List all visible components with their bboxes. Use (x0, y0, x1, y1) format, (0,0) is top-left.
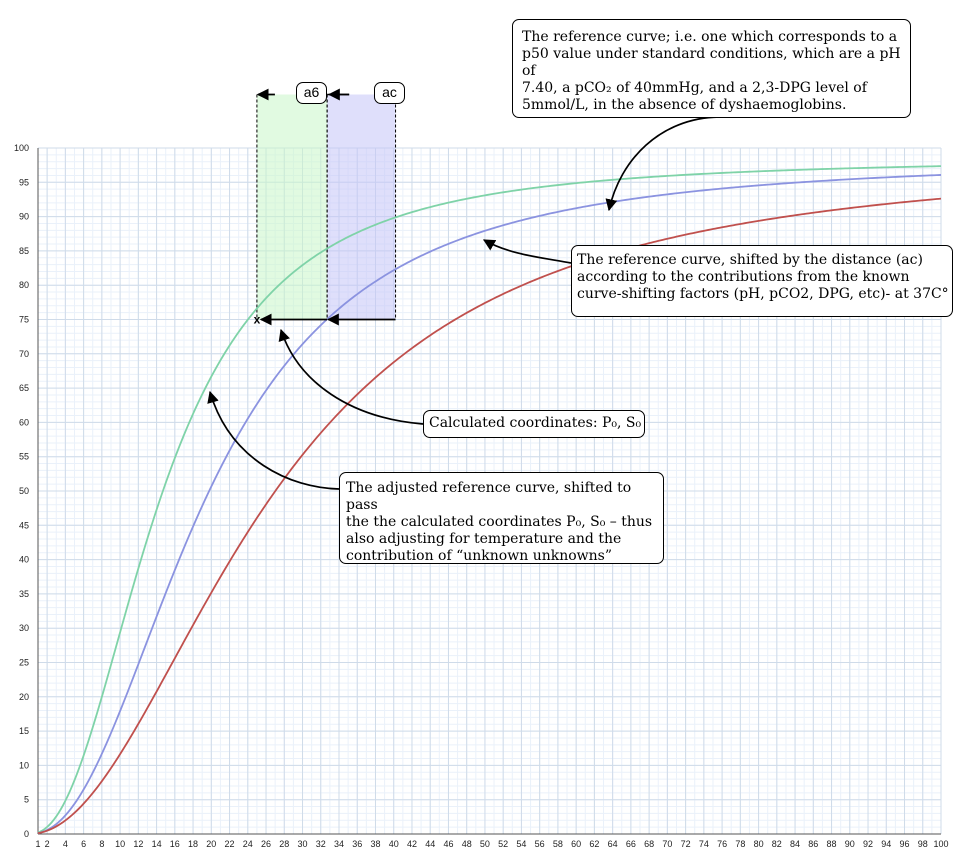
x-tick-label: 28 (279, 839, 289, 849)
x-tick-label: 68 (644, 839, 654, 849)
calculated-coordinates-annotation: Calculated coordinates: P₀, S₀ (423, 410, 645, 438)
y-tick-label: 90 (19, 212, 29, 222)
x-tick-label: 1 (35, 839, 40, 849)
shifted-curve-annotation: The reference curve, shifted by the dist… (571, 245, 953, 317)
curves (37, 165, 942, 835)
x-tick-label: 90 (845, 839, 855, 849)
curve-3 (37, 197, 942, 835)
y-tick-label: 40 (19, 555, 29, 565)
y-tick-label: 55 (19, 452, 29, 462)
y-tick-label: 10 (19, 760, 29, 770)
x-tick-label: 46 (443, 839, 453, 849)
x-tick-label: 62 (589, 839, 599, 849)
x-tick-label: 2 (45, 839, 50, 849)
x-tick-label: 12 (133, 839, 143, 849)
y-tick-label: 45 (19, 520, 29, 530)
x-tick-label: 100 (933, 839, 948, 849)
x-tick-labels: 1 2 4 6 8 10 12 14 16 18 20 22 24 26 28 30 32 34 36 38 40 42 4… (35, 839, 948, 849)
x-tick-label: 60 (571, 839, 581, 849)
y-tick-labels: 0 5 10 15 20 25 30 35 40 45 50 55 60 65 70 75 80 85 90 95 10… (14, 143, 29, 839)
adjusted-curve-arrow (207, 390, 340, 490)
x-tick-label: 4 (63, 839, 68, 849)
x-tick-label: 56 (535, 839, 545, 849)
x-tick-label: 30 (298, 839, 308, 849)
a6-tag: a6 (296, 82, 327, 104)
y-tick-label: 75 (19, 315, 29, 325)
x-tick-label: 58 (553, 839, 563, 849)
shifted-curve-arrow (482, 239, 572, 264)
adjusted-curve-annotation: The adjusted reference curve, shifted to… (339, 472, 664, 564)
x-tick-label: 64 (608, 839, 618, 849)
x-tick-label: 20 (206, 839, 216, 849)
x-tick-label: 66 (626, 839, 636, 849)
x-tick-label: 84 (790, 839, 800, 849)
x-tick-label: 32 (316, 839, 326, 849)
y-tick-label: 50 (19, 486, 29, 496)
x-tick-label: 80 (754, 839, 764, 849)
reference-curve-annotation: The reference curve; i.e. one which corr… (512, 19, 911, 118)
x-tick-label: 82 (772, 839, 782, 849)
shift-bands (256, 94, 397, 320)
y-tick-label: 60 (19, 417, 29, 427)
x-tick-label: 40 (389, 839, 399, 849)
x-tick-label: 94 (881, 839, 891, 849)
x-tick-label: 50 (480, 839, 490, 849)
x-tick-label: 10 (115, 839, 125, 849)
y-tick-label: 65 (19, 383, 29, 393)
x-tick-label: 52 (498, 839, 508, 849)
y-tick-label: 5 (24, 795, 29, 805)
x-tick-label: 86 (808, 839, 818, 849)
x-tick-label: 78 (735, 839, 745, 849)
y-tick-label: 35 (19, 589, 29, 599)
y-tick-label: 85 (19, 246, 29, 256)
x-tick-label: 48 (462, 839, 472, 849)
x-tick-label: 6 (81, 839, 86, 849)
x-tick-label: 22 (225, 839, 235, 849)
y-tick-label: 30 (19, 623, 29, 633)
y-tick-label: 0 (24, 829, 29, 839)
x-tick-label: 74 (699, 839, 709, 849)
x-tick-label: 18 (188, 839, 198, 849)
x-tick-label: 88 (827, 839, 837, 849)
ac-band (327, 94, 396, 320)
calculated-point-marker: x (254, 313, 261, 327)
x-tick-label: 24 (243, 839, 253, 849)
y-tick-label: 25 (19, 658, 29, 668)
markers: x (254, 313, 261, 327)
y-tick-label: 80 (19, 280, 29, 290)
x-tick-label: 54 (516, 839, 526, 849)
a6-band (256, 94, 328, 320)
y-tick-label: 15 (19, 726, 29, 736)
x-tick-label: 16 (170, 839, 180, 849)
ac-tag: ac (374, 82, 405, 104)
y-tick-label: 70 (19, 349, 29, 359)
x-tick-label: 96 (900, 839, 910, 849)
x-tick-label: 34 (334, 839, 344, 849)
y-tick-label: 20 (19, 692, 29, 702)
x-tick-label: 8 (99, 839, 104, 849)
reference-curve-arrow (605, 116, 720, 212)
y-tick-label: 100 (14, 143, 29, 153)
x-tick-label: 38 (370, 839, 380, 849)
x-tick-label: 44 (425, 839, 435, 849)
x-tick-label: 72 (681, 839, 691, 849)
axes (37, 148, 941, 835)
curve-1 (37, 165, 942, 834)
x-tick-label: 26 (261, 839, 271, 849)
x-tick-label: 76 (717, 839, 727, 849)
y-tick-label: 95 (19, 177, 29, 187)
x-tick-label: 42 (407, 839, 417, 849)
x-tick-label: 36 (352, 839, 362, 849)
x-tick-label: 98 (918, 839, 928, 849)
x-tick-label: 70 (662, 839, 672, 849)
curve-2 (37, 174, 942, 835)
x-tick-label: 92 (863, 839, 873, 849)
calculated-coordinates-arrow (278, 328, 424, 425)
x-tick-label: 14 (152, 839, 162, 849)
